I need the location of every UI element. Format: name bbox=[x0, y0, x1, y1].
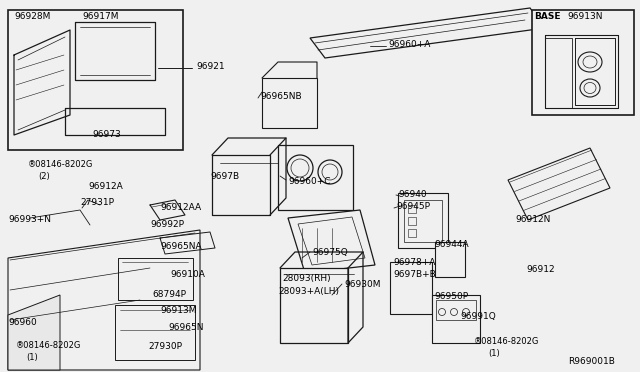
Text: 96965NA: 96965NA bbox=[160, 242, 202, 251]
Text: 96960+C: 96960+C bbox=[288, 177, 330, 186]
Polygon shape bbox=[8, 295, 60, 370]
Bar bbox=[532, 10, 634, 115]
Text: 96917M: 96917M bbox=[82, 12, 118, 21]
Text: 96991Q: 96991Q bbox=[460, 312, 496, 321]
Text: 28093+A(LH): 28093+A(LH) bbox=[278, 287, 339, 296]
Text: 96930M: 96930M bbox=[344, 280, 381, 289]
Polygon shape bbox=[298, 217, 365, 265]
Text: 9697B+B: 9697B+B bbox=[393, 270, 436, 279]
Text: 96965N: 96965N bbox=[168, 323, 204, 332]
Text: 96960: 96960 bbox=[8, 318, 36, 327]
Text: 96913N: 96913N bbox=[567, 12, 602, 21]
Bar bbox=[280, 268, 348, 343]
Text: 96940: 96940 bbox=[398, 190, 427, 199]
Bar bbox=[432, 295, 480, 343]
Text: ®08146-8202G: ®08146-8202G bbox=[474, 337, 540, 346]
Text: 96978+A: 96978+A bbox=[393, 258, 435, 267]
Text: (1): (1) bbox=[26, 353, 38, 362]
Text: 96928M: 96928M bbox=[14, 12, 51, 21]
Polygon shape bbox=[310, 8, 545, 58]
Text: 96960+A: 96960+A bbox=[388, 40, 430, 49]
Bar bbox=[408, 217, 416, 225]
Bar bbox=[404, 200, 442, 242]
Bar bbox=[435, 242, 465, 277]
Text: (2): (2) bbox=[38, 172, 50, 181]
Bar bbox=[390, 262, 432, 314]
Bar bbox=[398, 193, 448, 248]
Bar bbox=[436, 300, 476, 320]
Text: 96944A: 96944A bbox=[434, 240, 468, 249]
Text: (1): (1) bbox=[488, 349, 500, 358]
Text: 27930P: 27930P bbox=[148, 342, 182, 351]
Bar bbox=[408, 229, 416, 237]
Bar bbox=[8, 10, 183, 150]
Text: 96912: 96912 bbox=[526, 265, 555, 274]
Polygon shape bbox=[508, 148, 610, 220]
Bar bbox=[262, 78, 317, 128]
Text: 9697B: 9697B bbox=[210, 172, 239, 181]
Text: 96993+N: 96993+N bbox=[8, 215, 51, 224]
Text: ®08146-8202G: ®08146-8202G bbox=[28, 160, 93, 169]
Text: 96912AA: 96912AA bbox=[160, 203, 201, 212]
Text: 96975Q: 96975Q bbox=[312, 248, 348, 257]
Bar bbox=[408, 205, 416, 213]
Text: 96973: 96973 bbox=[92, 130, 121, 139]
Text: 96950P: 96950P bbox=[434, 292, 468, 301]
Bar bbox=[115, 305, 195, 360]
Text: 96992P: 96992P bbox=[150, 220, 184, 229]
Polygon shape bbox=[288, 210, 375, 273]
Bar bbox=[278, 145, 353, 210]
Text: 96910A: 96910A bbox=[170, 270, 205, 279]
Text: 96921: 96921 bbox=[196, 62, 225, 71]
Text: 68794P: 68794P bbox=[152, 290, 186, 299]
Text: R969001B: R969001B bbox=[568, 357, 615, 366]
Text: 96912A: 96912A bbox=[88, 182, 123, 191]
Polygon shape bbox=[8, 230, 200, 370]
Text: ®08146-8202G: ®08146-8202G bbox=[16, 341, 81, 350]
Text: BASE: BASE bbox=[534, 12, 561, 21]
Bar bbox=[118, 258, 193, 300]
Text: 27931P: 27931P bbox=[80, 198, 114, 207]
Text: 28093(RH): 28093(RH) bbox=[282, 274, 331, 283]
Text: 96912N: 96912N bbox=[515, 215, 550, 224]
Text: 96913M: 96913M bbox=[160, 306, 196, 315]
Text: 96965NB: 96965NB bbox=[260, 92, 301, 101]
Text: 96945P: 96945P bbox=[396, 202, 430, 211]
